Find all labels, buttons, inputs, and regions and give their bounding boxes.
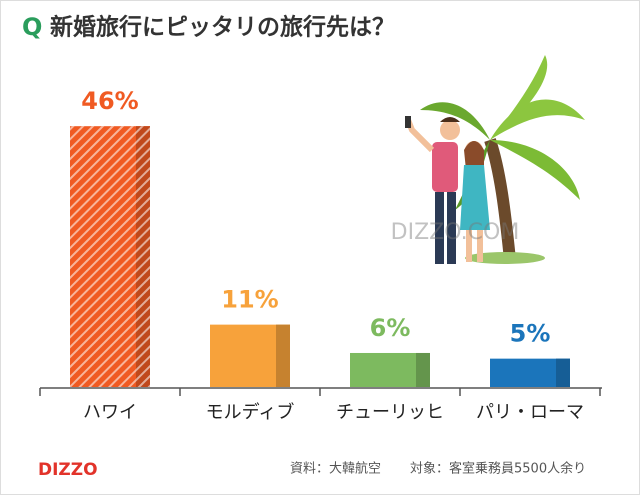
- value-label: 11%: [221, 286, 278, 314]
- x-tick-label: ハワイ: [83, 402, 137, 423]
- watermark: DIZZO.COM: [391, 220, 520, 245]
- x-tick-label: モルディブ: [206, 401, 295, 423]
- source: 資料：大韓航空: [290, 461, 381, 477]
- value-label: 6%: [370, 314, 411, 342]
- bar-side: [276, 324, 290, 387]
- illustration: DIZZO.COM: [391, 55, 585, 264]
- x-tick-label: パリ・ローマ: [476, 402, 584, 423]
- title-marker: Q: [22, 13, 42, 41]
- bar-side: [416, 352, 430, 387]
- chart-title: 新婚旅行にピッタリの旅行先は？: [50, 14, 395, 41]
- bar-side: [556, 358, 570, 387]
- x-tick-label: チューリッヒ: [336, 402, 444, 423]
- bar-hatch: [70, 126, 150, 388]
- note: 対象：客室乗務員5500人余り: [410, 461, 586, 477]
- value-label: 5%: [510, 320, 551, 348]
- value-label: 46%: [81, 87, 138, 115]
- logo: DIZZO: [38, 460, 98, 480]
